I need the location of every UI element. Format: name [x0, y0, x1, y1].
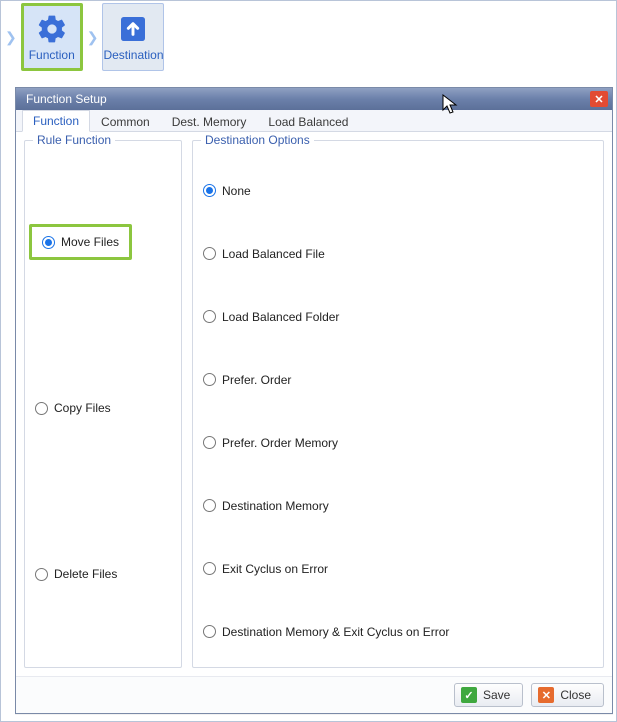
- tab-function[interactable]: Function: [22, 110, 90, 132]
- radio-icon: [203, 499, 216, 512]
- radio-copy-files[interactable]: Copy Files: [35, 401, 111, 415]
- radio-label: Move Files: [61, 235, 119, 249]
- dialog-title-text: Function Setup: [26, 92, 107, 106]
- close-button[interactable]: ✕ Close: [531, 683, 604, 707]
- radio-label: Destination Memory & Exit Cyclus on Erro…: [222, 625, 449, 639]
- close-icon[interactable]: ✕: [590, 91, 608, 107]
- dialog-body: Rule Function Move Files Copy Files: [16, 132, 612, 676]
- dialog-titlebar: Function Setup ✕: [16, 88, 612, 110]
- tab-label: Load Balanced: [268, 115, 348, 129]
- dialog-footer: ✓ Save ✕ Close: [16, 676, 612, 713]
- radio-label: Prefer. Order Memory: [222, 436, 338, 450]
- workflow-toolbar: ❯ Function ❯ Destination: [1, 1, 616, 73]
- radio-label: Load Balanced File: [222, 247, 325, 261]
- save-button[interactable]: ✓ Save: [454, 683, 523, 707]
- radio-label: Exit Cyclus on Error: [222, 562, 328, 576]
- toolbar-item-label: Function: [29, 48, 75, 62]
- check-icon: ✓: [461, 687, 477, 703]
- radio-prefer-order-memory[interactable]: Prefer. Order Memory: [203, 436, 338, 450]
- chevron-right-icon: ❯: [5, 29, 17, 46]
- radio-move-files[interactable]: Move Files: [42, 235, 119, 249]
- toolbar-item-destination[interactable]: Destination: [102, 3, 164, 71]
- toolbar-item-label: Destination: [103, 48, 163, 62]
- radio-label: Copy Files: [54, 401, 111, 415]
- groupbox-title: Destination Options: [201, 133, 314, 147]
- groupbox-title: Rule Function: [33, 133, 115, 147]
- toolbar-item-function[interactable]: Function: [21, 3, 83, 71]
- radio-label: Delete Files: [54, 567, 117, 581]
- radio-dest-memory-exit-cyclus[interactable]: Destination Memory & Exit Cyclus on Erro…: [203, 625, 449, 639]
- dialog-tabs: Function Common Dest. Memory Load Balanc…: [16, 110, 612, 132]
- radio-icon: [203, 436, 216, 449]
- gear-icon: [35, 12, 69, 46]
- radio-icon: [203, 562, 216, 575]
- radio-label: Load Balanced Folder: [222, 310, 339, 324]
- radio-destination-memory[interactable]: Destination Memory: [203, 499, 329, 513]
- upload-icon: [116, 12, 150, 46]
- tab-dest-memory[interactable]: Dest. Memory: [161, 111, 258, 132]
- radio-none[interactable]: None: [203, 184, 251, 198]
- tab-label: Dest. Memory: [172, 115, 247, 129]
- destination-options-group: Destination Options None Load Balanced F…: [192, 140, 604, 668]
- radio-label: None: [222, 184, 251, 198]
- tab-label: Common: [101, 115, 150, 129]
- radio-icon: [35, 568, 48, 581]
- tab-common[interactable]: Common: [90, 111, 161, 132]
- radio-icon: [203, 247, 216, 260]
- radio-exit-cyclus-on-error[interactable]: Exit Cyclus on Error: [203, 562, 328, 576]
- radio-icon: [203, 373, 216, 386]
- button-label: Close: [560, 688, 591, 702]
- radio-delete-files[interactable]: Delete Files: [35, 567, 117, 581]
- radio-prefer-order[interactable]: Prefer. Order: [203, 373, 291, 387]
- radio-label: Destination Memory: [222, 499, 329, 513]
- radio-icon: [35, 402, 48, 415]
- highlight-box: Move Files: [29, 224, 132, 260]
- radio-icon: [42, 236, 55, 249]
- radio-load-balanced-folder[interactable]: Load Balanced Folder: [203, 310, 339, 324]
- tab-label: Function: [33, 114, 79, 128]
- radio-icon: [203, 184, 216, 197]
- radio-load-balanced-file[interactable]: Load Balanced File: [203, 247, 325, 261]
- rule-function-group: Rule Function Move Files Copy Files: [24, 140, 182, 668]
- chevron-right-icon: ❯: [87, 29, 99, 46]
- function-setup-dialog: Function Setup ✕ Function Common Dest. M…: [15, 87, 613, 714]
- tab-load-balanced[interactable]: Load Balanced: [257, 111, 359, 132]
- x-icon: ✕: [538, 687, 554, 703]
- button-label: Save: [483, 688, 510, 702]
- radio-label: Prefer. Order: [222, 373, 291, 387]
- radio-icon: [203, 310, 216, 323]
- radio-icon: [203, 625, 216, 638]
